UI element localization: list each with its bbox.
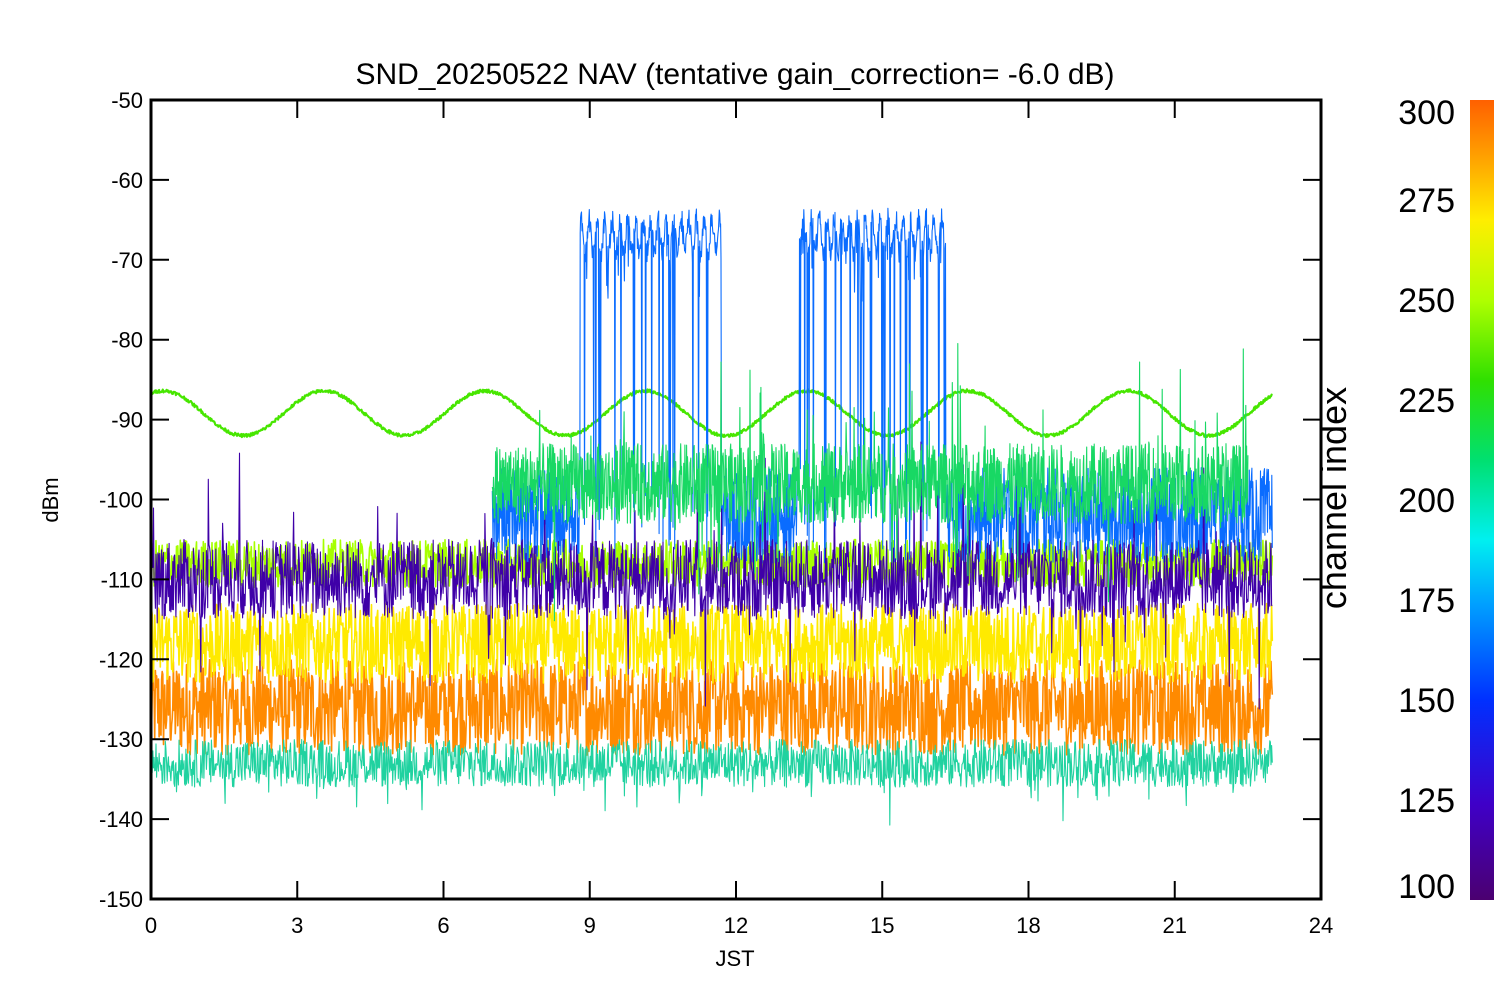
colorbar-title: channel index [1313, 387, 1354, 609]
x-tick-label: 24 [1309, 913, 1333, 938]
colorbar-tick-label: 150 [1398, 682, 1455, 720]
chart-title: SND_20250522 NAV (tentative gain_correct… [355, 58, 1114, 91]
x-tick-label: 21 [1163, 913, 1187, 938]
x-axis-label: JST [715, 946, 754, 971]
y-tick-label: -80 [111, 328, 143, 353]
series-layer [151, 207, 1274, 826]
colorbar-ticks: 300 275 250 225 200 175 150 125 100 [1398, 94, 1455, 906]
colorbar-tick-label: 275 [1398, 182, 1455, 220]
y-tick-label: -120 [99, 647, 143, 672]
y-axis-label: dBm [38, 477, 63, 522]
series-line [151, 388, 1273, 439]
x-tick-label: 9 [584, 913, 596, 938]
series-line [491, 207, 1273, 564]
y-tick-label: -150 [99, 887, 143, 912]
y-tick-label: -70 [111, 248, 143, 273]
series-line [491, 342, 1249, 622]
colorbar-tick-label: 225 [1398, 382, 1455, 420]
y-tick-label: -140 [99, 807, 143, 832]
series-line [151, 441, 1273, 710]
colorbar-tick-label: 125 [1398, 782, 1455, 820]
y-axis: -50 -60 -70 -80 -90 -100 -110 -120 -130 -140 -150 [99, 88, 1321, 912]
y-tick-label: -110 [101, 567, 143, 592]
y-tick-label: -60 [111, 168, 143, 193]
series-line [151, 738, 1273, 826]
x-tick-label: 3 [291, 913, 303, 938]
y-tick-label: -100 [99, 488, 143, 513]
y-tick-label: -90 [111, 408, 143, 433]
colorbar-tick-label: 100 [1398, 868, 1455, 906]
colorbar-tick-label: 300 [1398, 94, 1455, 132]
x-tick-label: 18 [1016, 913, 1040, 938]
x-tick-label: 15 [870, 913, 894, 938]
colorbar-tick-label: 250 [1398, 282, 1455, 320]
x-axis: 0 3 6 9 12 15 18 21 24 [145, 100, 1333, 938]
colorbar [1470, 100, 1494, 900]
colorbar-tick-label: 175 [1398, 582, 1455, 620]
x-tick-label: 12 [724, 913, 748, 938]
colorbar-tick-label: 200 [1398, 482, 1455, 520]
x-tick-label: 6 [437, 913, 449, 938]
x-tick-label: 0 [145, 913, 157, 938]
y-tick-label: -130 [99, 727, 143, 752]
y-tick-label: -50 [111, 88, 143, 113]
